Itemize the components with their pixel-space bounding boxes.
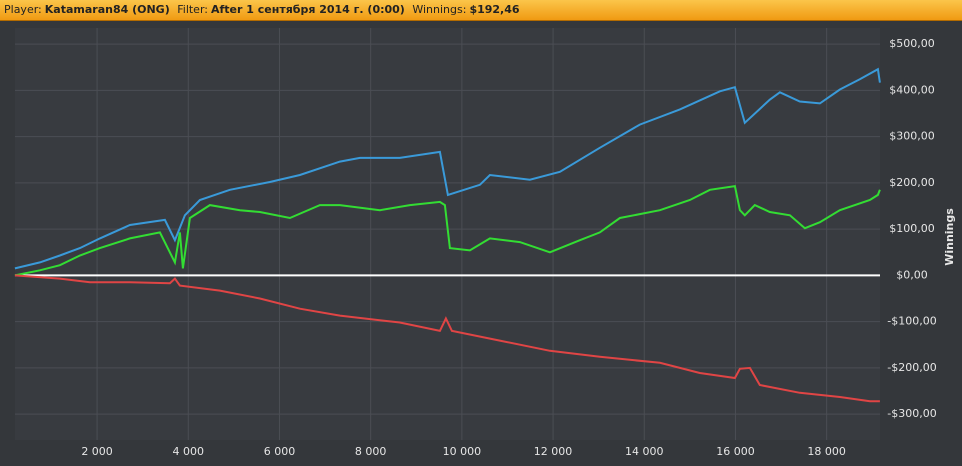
x-tick-label: 6 000 xyxy=(264,445,296,458)
x-tick-label: 16 000 xyxy=(716,445,755,458)
label: Player: xyxy=(4,3,42,16)
y-tick-label: $0,00 xyxy=(896,268,928,281)
y-tick-label: $100,00 xyxy=(889,222,935,235)
y-tick-label: $300,00 xyxy=(889,130,935,143)
x-tick-label: 4 000 xyxy=(173,445,205,458)
x-tick-label: 12 000 xyxy=(534,445,573,458)
x-tick-label: 2 000 xyxy=(81,445,113,458)
y-tick-label: -$200,00 xyxy=(887,361,936,374)
y-tick-label: -$100,00 xyxy=(887,315,936,328)
y-tick-label: $500,00 xyxy=(889,37,935,50)
header-bar: Player: Katamaran84 (ONG) Filter: After 1 … xyxy=(0,0,962,21)
y-tick-label: $400,00 xyxy=(889,83,935,96)
label: Winnings: xyxy=(412,3,467,16)
y-tick-label: $200,00 xyxy=(889,176,935,189)
y-axis-label: Winnings xyxy=(943,208,956,266)
x-tick-label: 18 000 xyxy=(807,445,846,458)
series-line xyxy=(14,67,881,270)
x-tick-label: 10 000 xyxy=(443,445,482,458)
value: $192,46 xyxy=(469,3,520,16)
label: Filter: xyxy=(177,3,208,16)
y-tick-label: -$300,00 xyxy=(887,407,936,420)
value: After 1 сентября 2014 г. (0:00) xyxy=(211,3,405,16)
series-line xyxy=(14,184,881,277)
x-tick-label: 14 000 xyxy=(625,445,664,458)
x-tick-label: 8 000 xyxy=(355,445,387,458)
series-line xyxy=(14,274,880,403)
value: Katamaran84 (ONG) xyxy=(44,3,170,16)
